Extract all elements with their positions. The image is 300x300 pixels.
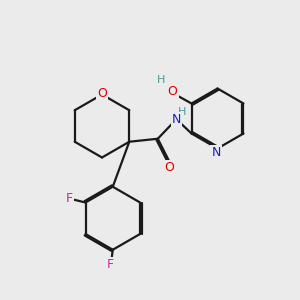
Text: H: H bbox=[156, 75, 165, 85]
Text: N: N bbox=[172, 113, 181, 126]
Text: O: O bbox=[164, 161, 174, 174]
Text: F: F bbox=[107, 258, 114, 271]
Text: F: F bbox=[65, 191, 73, 205]
Text: O: O bbox=[97, 87, 107, 100]
Text: H: H bbox=[178, 107, 186, 117]
Text: N: N bbox=[211, 146, 221, 159]
Text: O: O bbox=[168, 85, 178, 98]
